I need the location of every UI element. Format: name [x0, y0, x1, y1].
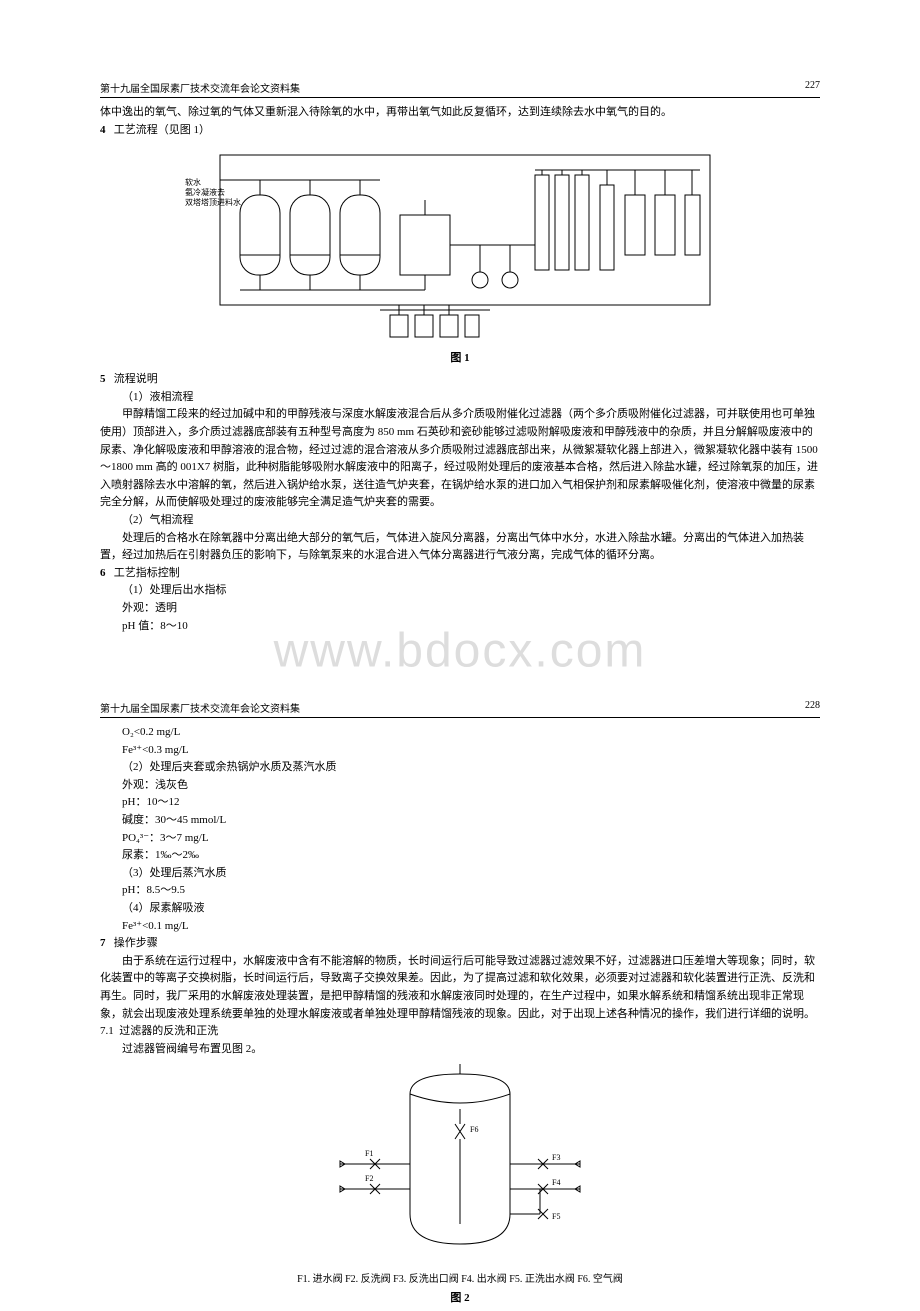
sec6-l2: pH 值：8～10: [100, 618, 820, 636]
sec71-l1: 过滤器管阀编号布置见图 2。: [100, 1041, 820, 1059]
sec4-num: 4: [100, 124, 106, 136]
p2-l7: 尿素：1‰～2‰: [100, 847, 820, 865]
sec71-title: 过滤器的反洗和正洗: [119, 1025, 218, 1037]
figure-2: F6 F1 F2: [100, 1064, 820, 1305]
bottom-small-units: [380, 305, 490, 337]
sec4-title: 工艺流程（见图 1）: [114, 124, 210, 136]
page2-header-right: 228: [805, 700, 820, 715]
svg-text:F2: F2: [365, 1174, 373, 1183]
page-1: 第十九届全国尿素厂技术交流年会论文资料集 227 体中逸出的氧气、除过氧的气体又…: [100, 80, 820, 635]
page2-header-left: 第十九届全国尿素厂技术交流年会论文资料集: [100, 700, 300, 715]
p2-l1: O₂<0.2 mg/L: [100, 724, 820, 742]
p2-l8: pH：8.5～9.5: [100, 882, 820, 900]
sec7-num: 7: [100, 937, 106, 949]
p2-l6: PO₄³⁻：3～7 mg/L: [100, 830, 820, 848]
svg-text:F5: F5: [552, 1212, 560, 1221]
sec6-l1: 外观：透明: [100, 600, 820, 618]
svg-text:氨冷凝液去: 氨冷凝液去: [185, 187, 225, 197]
filter-vessels: [240, 180, 390, 290]
page1-header-right: 227: [805, 80, 820, 95]
page2-header: 第十九届全国尿素厂技术交流年会论文资料集 228: [100, 700, 820, 718]
sec6-sub1: （1）处理后出水指标: [100, 582, 820, 600]
sec5-sub2: （2）气相流程: [100, 512, 820, 530]
page1-intro: 体中逸出的氧气、除过氧的气体又重新混入待除氧的水中，再带出氧气如此反复循环，达到…: [100, 104, 820, 122]
sec5-p1: 甲醇精馏工段来的经过加碱中和的甲醇残液与深度水解废液混合后从多介质吸附催化过滤器…: [100, 406, 820, 512]
svg-text:双塔塔顶进料水: 双塔塔顶进料水: [185, 197, 241, 207]
sec6-title: 工艺指标控制: [114, 567, 180, 579]
sec5-title: 流程说明: [114, 373, 158, 385]
right-pipes: F3 F4 F5: [510, 1153, 580, 1221]
figure-1-caption: 图 1: [450, 349, 469, 365]
section-5-heading: 5 流程说明: [100, 371, 820, 389]
figure-2-legend: F1. 进水阀 F2. 反洗阀 F3. 反洗出口阀 F4. 出水阀 F5. 正洗…: [297, 1270, 623, 1285]
sec71-num: 7.1: [100, 1025, 114, 1037]
svg-text:F6: F6: [470, 1125, 478, 1134]
page1-header: 第十九届全国尿素厂技术交流年会论文资料集 227: [100, 80, 820, 98]
page1-header-left: 第十九届全国尿素厂技术交流年会论文资料集: [100, 80, 300, 95]
figure-2-svg: F6 F1 F2: [280, 1064, 640, 1264]
p2-l4: pH：10～12: [100, 794, 820, 812]
sec7-title: 操作步骤: [114, 937, 158, 949]
section-4-heading: 4 工艺流程（见图 1）: [100, 122, 820, 140]
p2-sub4: （4）尿素解吸液: [100, 900, 820, 918]
sec5-sub1: （1）液相流程: [100, 389, 820, 407]
page-2: 第十九届全国尿素厂技术交流年会论文资料集 228 O₂<0.2 mg/L Fe³…: [100, 700, 820, 1311]
sec5-p2: 处理后的合格水在除氧器中分离出绝大部分的氧气后，气体进入旋风分离器，分离出气体中…: [100, 530, 820, 565]
figure-1-svg: 软水 氨冷凝液去 双塔塔顶进料水: [180, 145, 740, 345]
p2-sub3: （3）处理后蒸汽水质: [100, 865, 820, 883]
section-6-heading: 6 工艺指标控制: [100, 565, 820, 583]
svg-text:F3: F3: [552, 1153, 560, 1162]
valve-f6: F6: [455, 1109, 478, 1139]
left-pipes: F1 F2: [340, 1149, 410, 1194]
svg-text:软水: 软水: [185, 177, 201, 187]
sec6-num: 6: [100, 567, 106, 579]
p2-l2: Fe³⁺<0.3 mg/L: [100, 742, 820, 760]
p2-l9: Fe³⁺<0.1 mg/L: [100, 918, 820, 936]
section-7-heading: 7 操作步骤: [100, 935, 820, 953]
p2-l3: 外观：浅灰色: [100, 777, 820, 795]
figure-1: 软水 氨冷凝液去 双塔塔顶进料水: [100, 145, 820, 365]
right-columns: [535, 170, 700, 270]
svg-text:F4: F4: [552, 1178, 560, 1187]
figure-2-caption: 图 2: [450, 1289, 469, 1305]
svg-text:F1: F1: [365, 1149, 373, 1158]
p2-sub2: （2）处理后夹套或余热锅炉水质及蒸汽水质: [100, 759, 820, 777]
sec7-p1: 由于系统在运行过程中，水解废液中含有不能溶解的物质，长时间运行后可能导致过滤器过…: [100, 953, 820, 1023]
sec5-num: 5: [100, 373, 106, 385]
p2-l5: 碱度：30～45 mmol/L: [100, 812, 820, 830]
section-7-1-heading: 7.1 过滤器的反洗和正洗: [100, 1023, 820, 1041]
